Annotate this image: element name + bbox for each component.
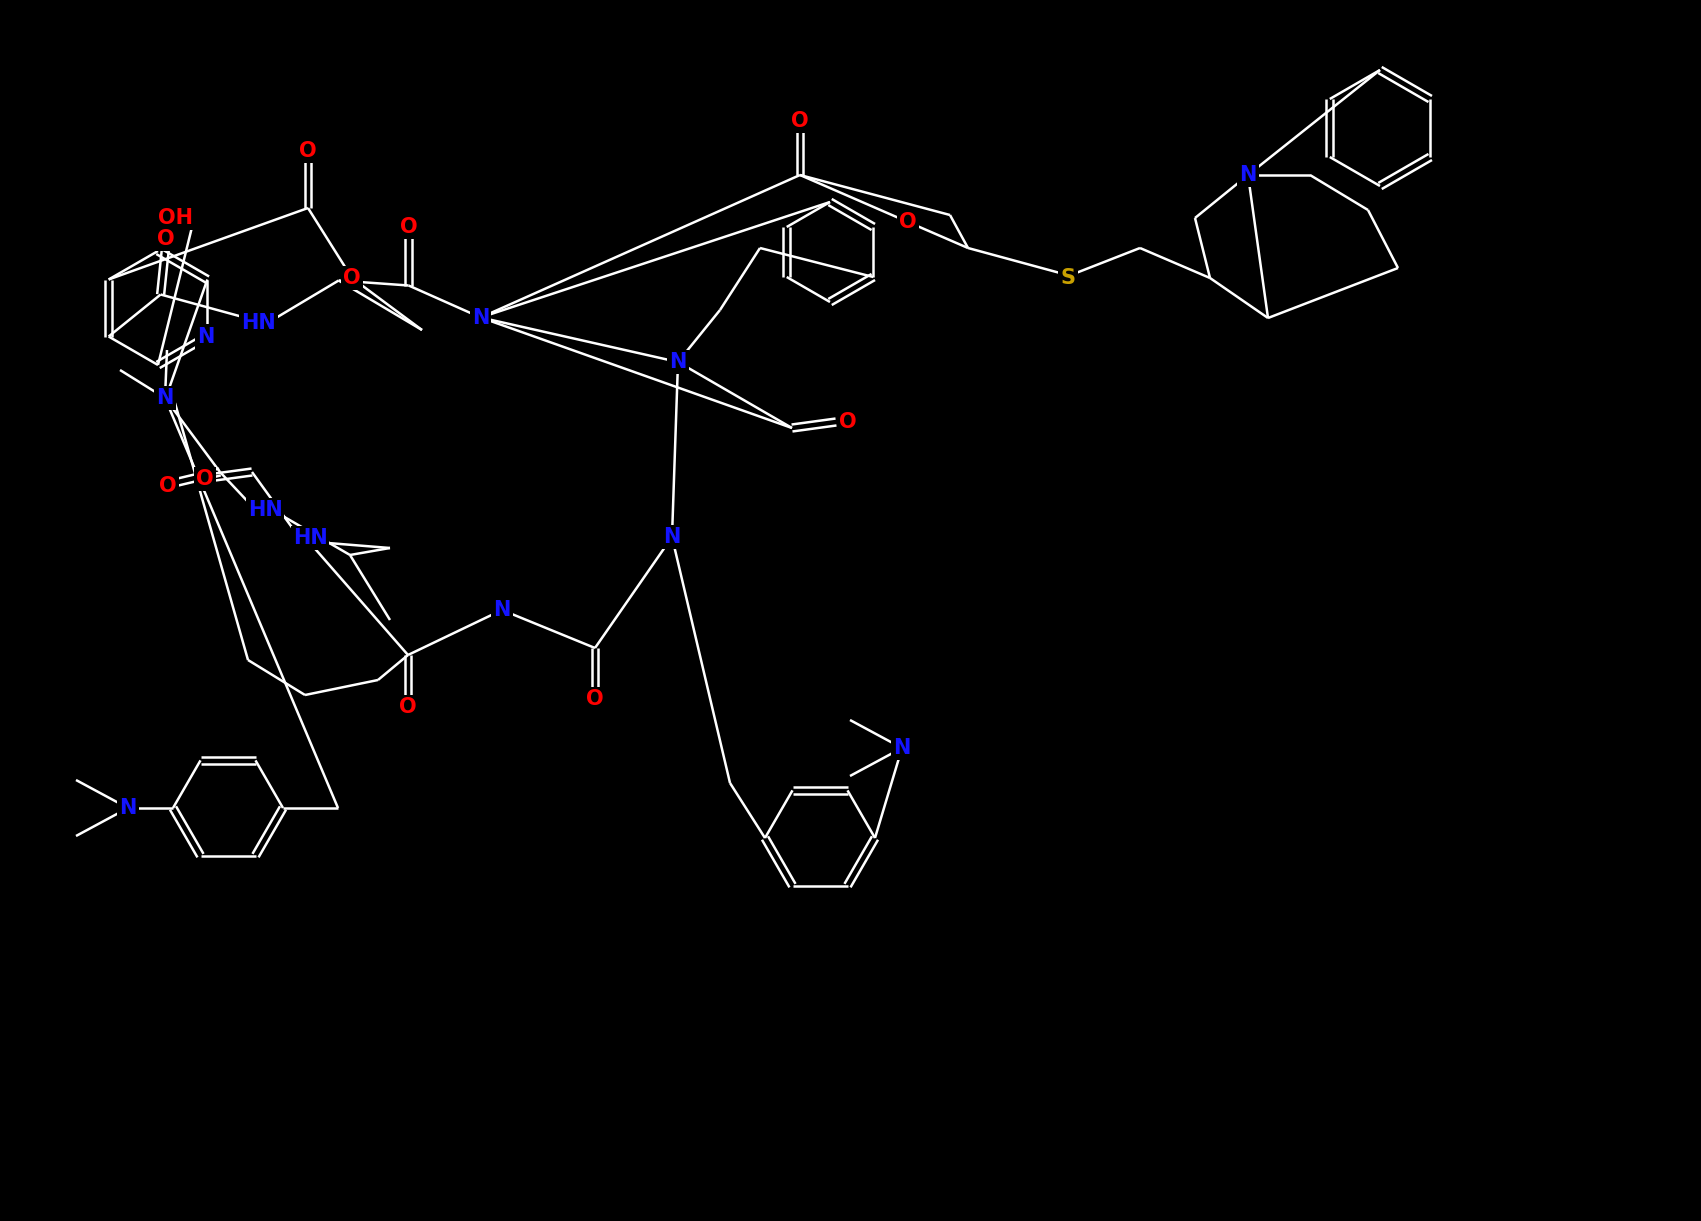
Text: N: N [893, 737, 910, 758]
Text: N: N [197, 326, 214, 347]
Text: N: N [471, 308, 490, 327]
Text: S: S [1060, 267, 1075, 288]
Text: O: O [156, 228, 175, 249]
Text: N: N [1240, 165, 1257, 186]
Text: N: N [156, 388, 174, 408]
Text: O: O [791, 111, 808, 131]
Text: OH: OH [158, 208, 192, 228]
Text: O: O [344, 267, 361, 288]
Text: HN: HN [242, 313, 276, 332]
Text: N: N [493, 600, 510, 620]
Text: O: O [839, 411, 857, 432]
Text: O: O [160, 476, 177, 496]
Text: O: O [196, 469, 214, 488]
Text: N: N [668, 352, 687, 372]
Text: O: O [400, 697, 417, 717]
Text: O: O [587, 689, 604, 709]
Text: O: O [299, 140, 316, 161]
Text: O: O [400, 216, 417, 237]
Text: N: N [663, 527, 680, 547]
Text: HN: HN [293, 527, 327, 548]
Text: N: N [119, 799, 136, 818]
Text: HN: HN [248, 501, 282, 520]
Text: O: O [900, 212, 917, 232]
